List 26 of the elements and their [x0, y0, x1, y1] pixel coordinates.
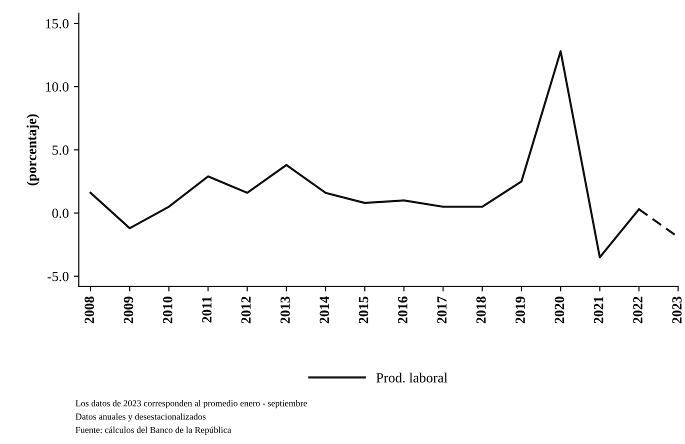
x-tick-label: 2010 [162, 296, 172, 324]
x-tick-label: 2023 [672, 296, 682, 324]
legend-label: Prod. laboral [376, 372, 448, 383]
x-tick-label: 2014 [320, 296, 330, 324]
x-tick-label: 2019 [516, 296, 525, 324]
y-axis-title: (porcentaje) [26, 114, 40, 186]
x-tick-label: 2022 [633, 296, 642, 324]
y-tick-label: 15.0 [46, 19, 69, 28]
y-tick-label: 0.0 [52, 208, 69, 218]
x-tick-label: 2013 [280, 296, 290, 324]
x-tick-label: 2011 [202, 296, 212, 323]
x-tick-label: 2009 [124, 296, 134, 324]
y-tick-label: 10.0 [46, 82, 69, 92]
text: Los datos de 2023 corresponden al promedio enero - septiembre [76, 400, 307, 408]
y-tick-label: 5.0 [52, 145, 69, 155]
x-tick-label: 2012 [241, 296, 251, 324]
x-tick-label: 2020 [554, 296, 564, 324]
x-tick-label: 2021 [594, 296, 604, 324]
x-tick-label: 2015 [358, 296, 368, 324]
text: Datos anuales y desestacionalizados [76, 413, 206, 422]
x-tick-label: 2017 [437, 296, 447, 324]
x-tick-label: 2016 [398, 296, 408, 324]
x-tick-label: 2018 [476, 296, 486, 324]
source-note: Fuente: cálculos del Banco de la República [76, 426, 232, 435]
y-tick-label: -5.0 [48, 272, 69, 282]
x-tick-label: 2008 [84, 296, 94, 324]
